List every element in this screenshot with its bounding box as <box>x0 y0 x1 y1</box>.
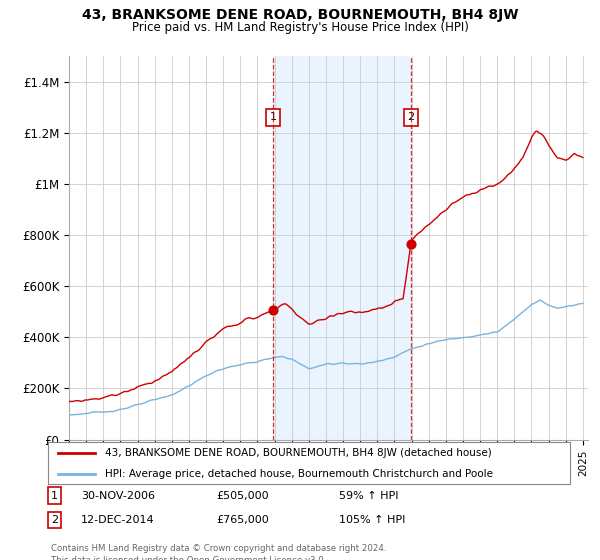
Bar <box>273 56 411 440</box>
Point <box>406 240 416 249</box>
Text: 2: 2 <box>51 515 58 525</box>
Text: Price paid vs. HM Land Registry's House Price Index (HPI): Price paid vs. HM Land Registry's House … <box>131 21 469 34</box>
Text: 105% ↑ HPI: 105% ↑ HPI <box>339 515 406 525</box>
Text: 43, BRANKSOME DENE ROAD, BOURNEMOUTH, BH4 8JW: 43, BRANKSOME DENE ROAD, BOURNEMOUTH, BH… <box>82 8 518 22</box>
Text: Contains HM Land Registry data © Crown copyright and database right 2024.
This d: Contains HM Land Registry data © Crown c… <box>51 544 386 560</box>
Text: 1: 1 <box>269 113 277 123</box>
Text: HPI: Average price, detached house, Bournemouth Christchurch and Poole: HPI: Average price, detached house, Bour… <box>106 469 493 479</box>
Text: 59% ↑ HPI: 59% ↑ HPI <box>339 491 398 501</box>
Text: £765,000: £765,000 <box>216 515 269 525</box>
Text: £505,000: £505,000 <box>216 491 269 501</box>
Text: 43, BRANKSOME DENE ROAD, BOURNEMOUTH, BH4 8JW (detached house): 43, BRANKSOME DENE ROAD, BOURNEMOUTH, BH… <box>106 448 492 458</box>
Point <box>268 306 278 315</box>
Text: 12-DEC-2014: 12-DEC-2014 <box>81 515 155 525</box>
Text: 2: 2 <box>407 113 415 123</box>
Text: 30-NOV-2006: 30-NOV-2006 <box>81 491 155 501</box>
Text: 1: 1 <box>51 491 58 501</box>
